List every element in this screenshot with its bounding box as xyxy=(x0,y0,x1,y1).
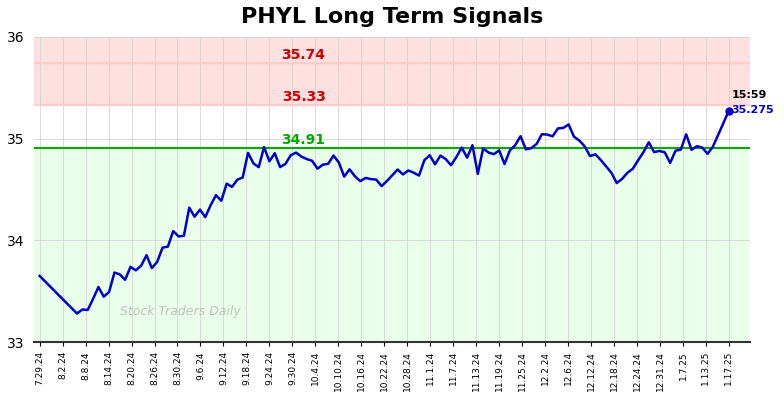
Text: 34.91: 34.91 xyxy=(281,133,325,146)
Text: 35.74: 35.74 xyxy=(281,48,325,62)
Bar xyxy=(34,63,750,105)
Title: PHYL Long Term Signals: PHYL Long Term Signals xyxy=(241,7,543,27)
Text: 15:59: 15:59 xyxy=(731,90,767,100)
Bar xyxy=(34,0,750,63)
Text: 35.275: 35.275 xyxy=(731,105,775,115)
Text: Stock Traders Daily: Stock Traders Daily xyxy=(120,304,241,318)
Bar xyxy=(34,148,750,393)
Text: 35.33: 35.33 xyxy=(281,90,325,104)
